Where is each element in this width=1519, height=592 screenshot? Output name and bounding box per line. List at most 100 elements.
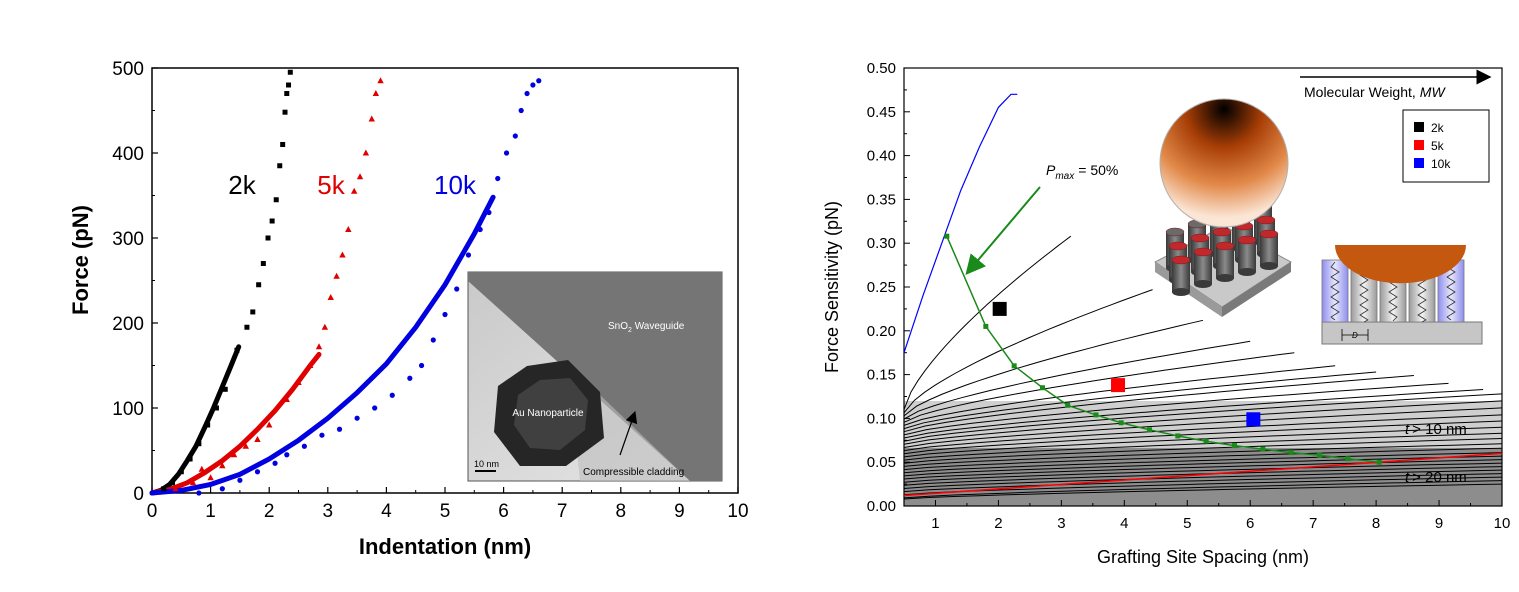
left-x-tick-label: 3 [323,501,334,522]
legend-swatch-5k [1414,140,1424,150]
data-point-2k [170,480,176,486]
marker-5k [1111,378,1126,393]
substrate-right-face [1222,262,1291,317]
data-point-5k [372,90,380,96]
data-point-10k [418,362,425,369]
data-point-5k [368,115,375,122]
pillar-top [1212,227,1232,237]
data-point-2k [256,282,262,288]
data-point-10k [536,78,542,84]
pillar-top [1165,227,1185,237]
left-y-tick-label: 300 [112,229,144,250]
legend-label-5k: 5k [1431,139,1445,153]
left-x-tick-label: 10 [727,501,748,522]
data-point-10k [512,133,518,139]
right-y-tick-label: 0.10 [867,410,896,427]
data-point-5k [172,485,179,492]
data-point-2k [244,324,250,330]
data-point-5k [327,294,334,300]
fit-curve-10k [149,194,496,496]
data-point-10k [486,209,492,216]
data-point-2k [269,218,275,224]
left-x-tick-label: 9 [674,501,685,522]
waveguide-region [468,272,722,481]
data-point-10k [319,432,325,438]
data-point-2k [273,197,279,203]
data-point-5k [345,226,352,232]
pmax-point [1146,427,1152,433]
data-point-2k [213,405,219,411]
left-y-tick-label: 200 [112,314,144,335]
data-point-5k [198,465,206,472]
data-point-10k [219,486,225,492]
data-point-2k [161,486,167,492]
spring-3 [1388,276,1398,322]
data-point-10k [196,490,202,496]
pmax-point [1093,412,1099,418]
pillar-top [1190,233,1210,243]
data-point-2k [260,261,266,266]
probe-sphere [1159,98,1289,228]
data-point-10k [389,392,395,398]
left-y-tick-label: 400 [112,144,144,165]
inset-nanoparticle-label: Au Nanoparticle [512,408,584,419]
pillar [1172,260,1190,292]
sensitivity-curve [903,340,1251,420]
right-x-tick-label: 3 [1057,515,1065,532]
pmax-arrow [965,186,1041,276]
pillar-top [1168,241,1188,251]
pmax-point [1039,385,1045,391]
data-point-10k [518,107,524,114]
data-point-5k [219,462,226,469]
left-x-tick-label: 4 [381,501,392,522]
left-x-axis-label: Indentation (nm) [359,534,531,559]
data-point-5k [356,173,364,180]
right-y-tick-label: 0.50 [867,60,896,77]
data-point-5k [377,77,384,84]
sensitivity-curve [903,483,1503,500]
data-point-10k [465,252,472,258]
data-point-5k [350,187,358,194]
molecular-weight-label: Molecular Weight, MW [1304,84,1446,100]
data-point-10k [442,311,448,318]
data-point-5k [339,251,346,258]
left-fit-curves [149,194,496,496]
label-t-20nm: t > 20 nm [1405,469,1467,486]
inset-cladding-arrow [619,410,638,456]
left-x-tick-label: 0 [147,501,158,522]
pmax-point [983,323,989,329]
legend-swatch-10k [1414,158,1424,168]
pmax-point [1118,420,1124,426]
cladding-region [575,395,690,481]
right-x-tick-label: 4 [1120,515,1128,532]
inset-waveguide-label: SnO2 Waveguide [608,321,685,334]
data-point-2k [178,469,184,475]
data-point-10k [524,90,530,97]
left-y-tick-label: 100 [112,399,144,420]
pillar-base [1238,268,1256,276]
data-point-5k [307,362,314,368]
pmax-point [1316,452,1322,458]
sensitivity-curve [903,469,1503,489]
pillar-top [1193,247,1213,257]
pmax-point [1260,446,1266,452]
pmax-label: Pmax = 50% [1046,162,1118,182]
pillar-top [1237,235,1257,245]
right-x-tick-label: 6 [1246,515,1254,532]
data-point-10k [301,443,307,449]
spring-model-illustration: D [1321,245,1483,345]
sensitivity-curve [903,473,1503,493]
left-axis-ticks [151,67,739,494]
inset-scale-label: 10 nm [474,459,499,469]
spring-1 [1330,261,1340,321]
right-x-tick-label: 10 [1494,515,1511,532]
pillar-top [1256,215,1276,225]
data-point-5k [230,451,238,458]
right-y-tick-label: 0.15 [867,367,896,384]
right-x-axis-label: Grafting Site Spacing (nm) [1097,547,1309,567]
sensitivity-curve [903,389,1484,439]
sensitivity-curve [903,393,1503,442]
right-x-tick-label: 7 [1309,515,1317,532]
sensitivity-curve [903,426,1503,458]
data-point-10k [372,405,378,411]
